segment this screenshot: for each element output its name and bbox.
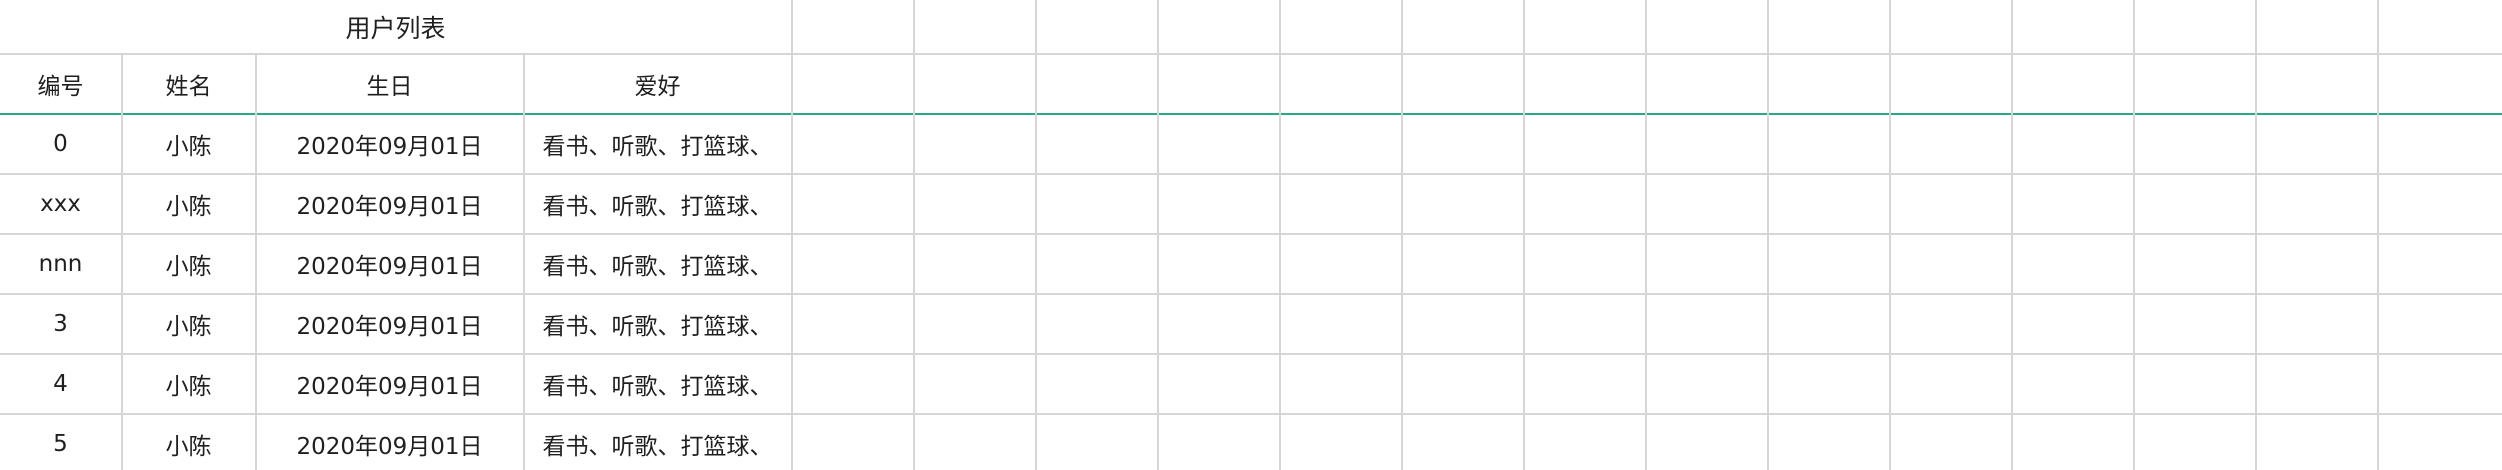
cell-id[interactable]: 5 (53, 430, 68, 457)
row-gridline (0, 293, 2502, 295)
cell-name[interactable]: 小陈 (165, 373, 212, 400)
row-gridline (0, 53, 2502, 55)
cell-id[interactable]: 3 (53, 310, 68, 337)
column-gridline (2255, 0, 2257, 470)
column-gridline (1523, 0, 1525, 470)
column-gridline (791, 0, 793, 470)
row-gridline (0, 173, 2502, 175)
cell-name[interactable]: 小陈 (165, 433, 212, 460)
column-gridline (1157, 0, 1159, 470)
cell-id[interactable]: nnn (38, 250, 83, 277)
cell-hobbies[interactable]: 看书、听歌、打篮球、 (542, 373, 773, 400)
cell-name[interactable]: 小陈 (165, 313, 212, 340)
column-gridline (1889, 0, 1891, 470)
column-gridline (1767, 0, 1769, 470)
cell-birthday[interactable]: 2020年09月01日 (296, 433, 483, 460)
header-id[interactable]: 编号 (37, 73, 84, 100)
cell-hobbies[interactable]: 看书、听歌、打篮球、 (542, 313, 773, 340)
cell-birthday[interactable]: 2020年09月01日 (296, 253, 483, 280)
row-gridline (0, 233, 2502, 235)
title-merge-cover (0, 0, 791, 53)
cell-birthday[interactable]: 2020年09月01日 (296, 373, 483, 400)
column-gridline (1279, 0, 1281, 470)
row-gridline (0, 353, 2502, 355)
cell-id[interactable]: xxx (40, 190, 81, 217)
cell-hobbies[interactable]: 看书、听歌、打篮球、 (542, 193, 773, 220)
cell-birthday[interactable]: 2020年09月01日 (296, 313, 483, 340)
column-gridline (255, 0, 257, 470)
column-gridline (1035, 0, 1037, 470)
table-title[interactable]: 用户列表 (345, 13, 446, 43)
cell-hobbies[interactable]: 看书、听歌、打篮球、 (542, 133, 773, 160)
cell-birthday[interactable]: 2020年09月01日 (296, 133, 483, 160)
column-gridline (1401, 0, 1403, 470)
header-birthday[interactable]: 生日 (366, 73, 413, 100)
column-gridline (2377, 0, 2379, 470)
cell-name[interactable]: 小陈 (165, 193, 212, 220)
column-gridline (1645, 0, 1647, 470)
cell-birthday[interactable]: 2020年09月01日 (296, 193, 483, 220)
column-gridline (523, 0, 525, 470)
cell-hobbies[interactable]: 看书、听歌、打篮球、 (542, 433, 773, 460)
header-hobbies[interactable]: 爱好 (634, 73, 681, 100)
header-underline (0, 113, 2502, 115)
cell-name[interactable]: 小陈 (165, 253, 212, 280)
cell-hobbies[interactable]: 看书、听歌、打篮球、 (542, 253, 773, 280)
column-gridline (2011, 0, 2013, 470)
cell-id[interactable]: 0 (53, 130, 68, 157)
column-gridline (2133, 0, 2135, 470)
column-gridline (913, 0, 915, 470)
column-gridline (121, 0, 123, 470)
row-gridline (0, 413, 2502, 415)
cell-id[interactable]: 4 (53, 370, 68, 397)
cell-name[interactable]: 小陈 (165, 133, 212, 160)
header-name[interactable]: 姓名 (165, 73, 212, 100)
